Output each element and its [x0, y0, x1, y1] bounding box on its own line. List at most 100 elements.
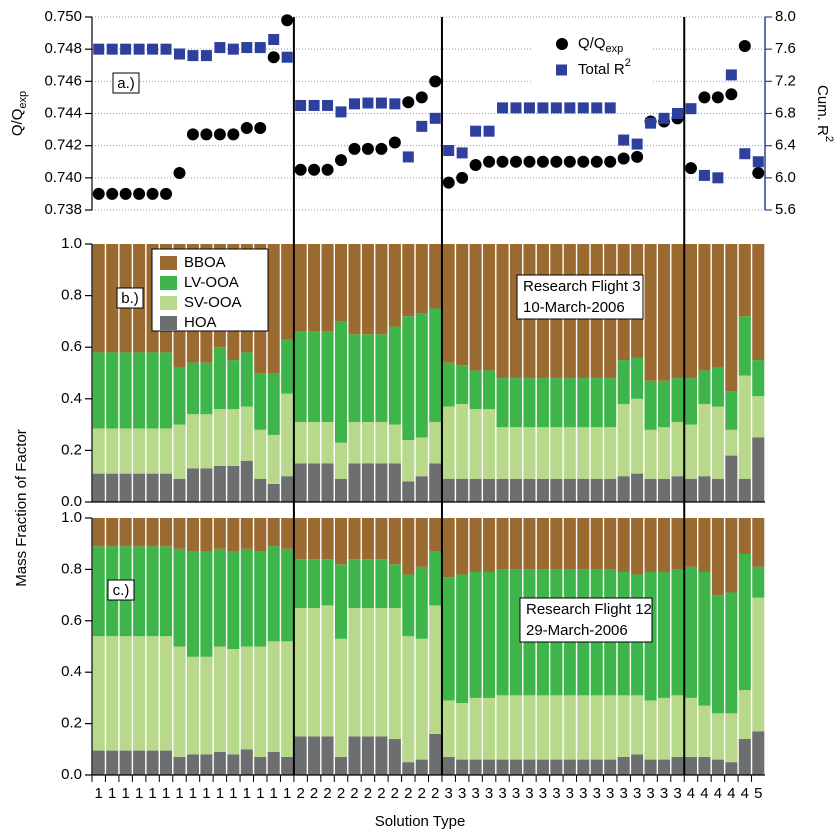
bar-segment [361, 463, 374, 502]
y2-tick-label: 6.8 [775, 104, 796, 121]
bar-segment [671, 695, 684, 758]
bar-segment [631, 754, 644, 775]
bar-segment [254, 478, 267, 502]
x-tick-label: 4 [687, 785, 695, 802]
bar-segment [213, 465, 226, 502]
x-tick-label: 3 [646, 785, 654, 802]
point [550, 102, 562, 114]
bar-segment [469, 759, 482, 775]
point [213, 128, 226, 141]
point [752, 156, 764, 168]
bar-segment [429, 733, 442, 775]
bar-segment [523, 695, 536, 760]
point [738, 39, 751, 52]
y-tick-label: 0.6 [61, 612, 82, 629]
bar-segment [348, 559, 361, 608]
bar-segment [523, 378, 536, 428]
bar-segment [550, 378, 563, 428]
annotation-box [519, 597, 653, 643]
bar-segment [429, 605, 442, 734]
point [483, 155, 496, 168]
x-tick-label: 2 [364, 785, 372, 802]
panel-label-box [107, 579, 135, 601]
bar-segment [160, 518, 173, 547]
x-tick-label: 1 [216, 785, 224, 802]
bar-segment [631, 518, 644, 575]
point [160, 187, 173, 200]
x-tick-label: 1 [162, 785, 170, 802]
bar-segment [213, 646, 226, 752]
bar-segment [213, 347, 226, 410]
bar-segment [186, 362, 199, 415]
bar-segment [496, 695, 509, 760]
point [429, 75, 442, 88]
bar-segment [227, 465, 240, 502]
bar-segment [294, 559, 307, 608]
bar-segment [119, 352, 132, 429]
y-tick-label: 0.2 [61, 441, 82, 458]
bar-segment [213, 518, 226, 549]
bar-segment [644, 429, 657, 479]
point [617, 152, 630, 165]
x-tick-label: 3 [619, 785, 627, 802]
point [497, 102, 509, 114]
point [523, 102, 535, 114]
point [281, 51, 293, 63]
bar-segment [294, 331, 307, 423]
y2-axis-label: Cum. R2 [814, 85, 835, 142]
bar-segment [698, 518, 711, 572]
bar-segment [133, 750, 146, 775]
bar-segment [160, 473, 173, 502]
bar-segment [281, 393, 294, 477]
bar-segment [456, 478, 469, 502]
legend-label: Total R2 [578, 57, 631, 78]
y2-tick-label: 7.6 [775, 40, 796, 57]
bar-segment [415, 518, 428, 567]
bar-segment [200, 518, 213, 552]
point [658, 112, 670, 124]
bar-segment [711, 406, 724, 479]
bar-segment [92, 546, 105, 637]
bar-segment [752, 244, 765, 361]
point [712, 172, 724, 184]
x-tick-label: 4 [714, 785, 722, 802]
bar-segment [254, 373, 267, 430]
bar-segment [267, 373, 280, 435]
point [577, 155, 590, 168]
bar-segment [200, 754, 213, 775]
bar-segment [698, 403, 711, 477]
bar-segment [752, 518, 765, 567]
bar-segment [106, 352, 119, 429]
x-tick-label: 3 [485, 785, 493, 802]
x-tick-label: 1 [148, 785, 156, 802]
bar-segment [671, 244, 684, 379]
point [563, 155, 576, 168]
bar-segment [469, 370, 482, 410]
bar-segment [509, 759, 523, 775]
point [335, 154, 348, 167]
bar-segment [442, 757, 455, 775]
legend-label-sub: exp [606, 43, 624, 55]
point [335, 106, 347, 118]
bar-segment [388, 518, 401, 565]
x-tick-label: 1 [175, 785, 183, 802]
bar-segment [644, 478, 657, 502]
bar-segment [752, 731, 765, 775]
bar-segment [671, 757, 684, 775]
point [402, 96, 415, 109]
bar-segment [496, 759, 509, 775]
bar-segment [281, 641, 294, 758]
bar-segment [536, 518, 549, 570]
point [577, 102, 589, 114]
bar-segment [711, 595, 724, 714]
bar-segment [173, 757, 186, 775]
bar-segment [752, 360, 765, 397]
point [698, 169, 710, 181]
point [564, 102, 576, 114]
point [362, 97, 374, 109]
bar-segment [267, 518, 280, 547]
bar-segment [160, 750, 173, 775]
bar-segment [361, 736, 374, 775]
bar-segment [671, 569, 684, 696]
bar-segment [577, 378, 590, 428]
